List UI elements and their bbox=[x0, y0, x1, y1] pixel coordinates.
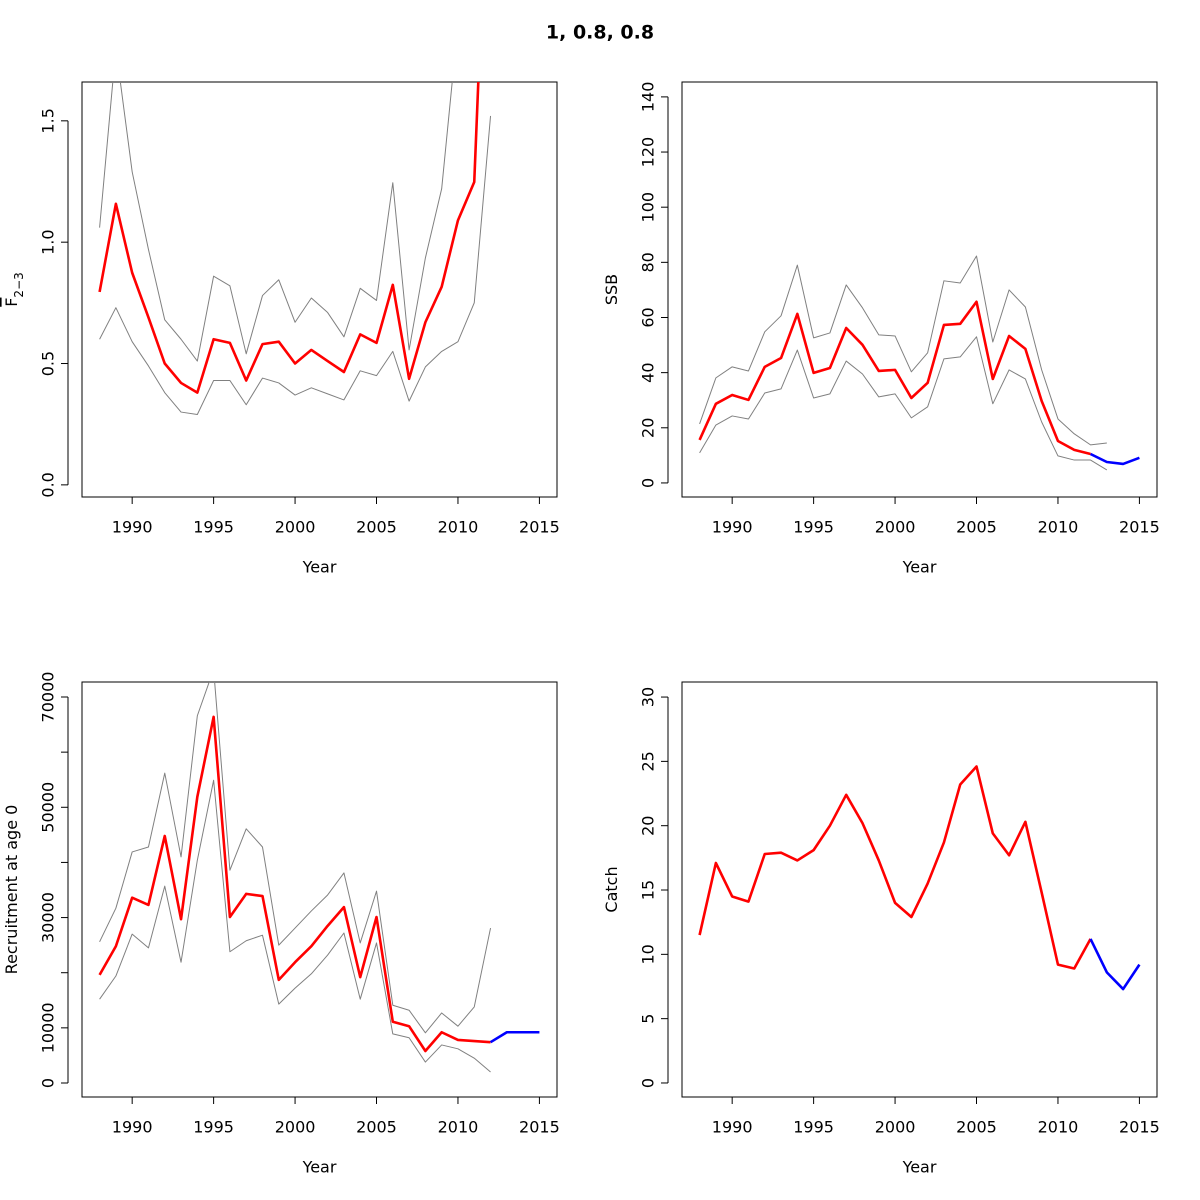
y-tick-label: 100 bbox=[639, 192, 658, 223]
panel: 1990 1995 2000 2005 2010 2015 Year 0.0 0.5 1.0 1.5… bbox=[2, 81, 560, 577]
y-tick-label: 140 bbox=[639, 82, 658, 113]
series-line bbox=[698, 300, 1091, 456]
y-tick-label: 0 bbox=[39, 1078, 58, 1088]
x-tick-label: 2010 bbox=[1038, 518, 1079, 537]
y-axis-label-main: F bbox=[2, 298, 21, 307]
y-axis-label: Catch bbox=[602, 866, 621, 912]
y-axis-label: F2−3 bbox=[2, 272, 26, 307]
y-tick-label: 0 bbox=[639, 478, 658, 488]
series-group bbox=[698, 765, 1141, 991]
y-tick-label: 5 bbox=[639, 1014, 658, 1024]
series-group bbox=[98, 682, 540, 1073]
y-tick-label: 20 bbox=[639, 418, 658, 438]
y-tick-label: 10000 bbox=[39, 1002, 58, 1053]
x-tick-label: 2005 bbox=[956, 518, 997, 537]
x-tick-label: 1995 bbox=[793, 1118, 834, 1137]
x-tick-label: 2010 bbox=[438, 1118, 479, 1137]
series-line bbox=[99, 115, 492, 415]
x-tick-label: 1995 bbox=[793, 518, 834, 537]
figure-title: 1, 0.8, 0.8 bbox=[546, 22, 654, 44]
x-tick-label: 1990 bbox=[712, 1118, 753, 1137]
x-tick-label: 2010 bbox=[1038, 1118, 1079, 1137]
series-line bbox=[98, 82, 480, 394]
y-axis-label: SSB bbox=[602, 274, 621, 305]
series-group bbox=[698, 255, 1140, 471]
x-tick-label: 2000 bbox=[275, 518, 316, 537]
y-tick-label: 15 bbox=[639, 880, 658, 900]
y-axis-label-subscript: 2−3 bbox=[12, 272, 26, 297]
series-line bbox=[1089, 452, 1140, 466]
x-axis-label: Year bbox=[902, 558, 937, 577]
x-tick-label: 1990 bbox=[112, 1118, 153, 1137]
y-tick-label: 25 bbox=[639, 751, 658, 771]
x-tick-label: 1990 bbox=[112, 518, 153, 537]
y-tick-label: 1.0 bbox=[39, 229, 58, 254]
x-tick-label: 2005 bbox=[356, 1118, 397, 1137]
series-line bbox=[99, 682, 492, 1034]
series-line bbox=[698, 765, 1092, 970]
y-axis-label-main: SSB bbox=[602, 274, 621, 305]
y-tick-label: 60 bbox=[639, 307, 658, 327]
y-tick-label: 70000 bbox=[39, 672, 58, 723]
x-tick-label: 2010 bbox=[438, 518, 479, 537]
x-tick-label: 2015 bbox=[1119, 518, 1160, 537]
x-axis-label: Year bbox=[302, 1158, 337, 1177]
series-line bbox=[98, 715, 491, 1053]
series-line bbox=[489, 1030, 540, 1044]
x-tick-label: 2005 bbox=[956, 1118, 997, 1137]
y-tick-label: 0.5 bbox=[39, 351, 58, 376]
x-tick-label: 1995 bbox=[193, 1118, 234, 1137]
x-tick-label: 1990 bbox=[712, 518, 753, 537]
y-tick-label: 50000 bbox=[39, 782, 58, 833]
series-line bbox=[699, 255, 1107, 446]
x-axis-label: Year bbox=[902, 1158, 937, 1177]
y-axis-label-main: Recruitment at age 0 bbox=[2, 805, 21, 975]
panel: 1990 1995 2000 2005 2010 2015 Year 0 10000 30000 5… bbox=[2, 672, 560, 1177]
y-tick-label: 80 bbox=[639, 252, 658, 272]
x-tick-label: 2015 bbox=[1119, 1118, 1160, 1137]
x-tick-label: 2015 bbox=[519, 518, 560, 537]
y-tick-label: 20 bbox=[639, 816, 658, 836]
y-tick-label: 120 bbox=[639, 137, 658, 168]
y-tick-label: 0.0 bbox=[39, 472, 58, 497]
y-tick-label: 40 bbox=[639, 362, 658, 382]
x-tick-label: 1995 bbox=[193, 518, 234, 537]
panel: 1990 1995 2000 2005 2010 2015 Year 0 5 10 15 20 25 30… bbox=[602, 681, 1160, 1177]
x-tick-label: 2000 bbox=[875, 518, 916, 537]
x-tick-label: 2000 bbox=[875, 1118, 916, 1137]
x-axis-label: Year bbox=[302, 558, 337, 577]
y-tick-label: 1.5 bbox=[39, 108, 58, 133]
x-tick-label: 2015 bbox=[519, 1118, 560, 1137]
y-tick-label: 0 bbox=[639, 1078, 658, 1088]
y-axis-label-main: Catch bbox=[602, 866, 621, 912]
y-axis-label: Recruitment at age 0 bbox=[2, 805, 21, 975]
series-line bbox=[99, 779, 491, 1073]
series-line bbox=[99, 82, 453, 362]
y-tick-label: 30 bbox=[639, 687, 658, 707]
series-line bbox=[1089, 938, 1141, 991]
panel: 1990 1995 2000 2005 2010 2015 Year 0 20 40 60 80 100… bbox=[602, 81, 1160, 577]
y-tick-label: 30000 bbox=[39, 892, 58, 943]
y-tick-label: 10 bbox=[639, 944, 658, 964]
series-line bbox=[699, 336, 1108, 471]
x-tick-label: 2000 bbox=[275, 1118, 316, 1137]
series-group bbox=[98, 82, 492, 415]
x-tick-label: 2005 bbox=[356, 518, 397, 537]
